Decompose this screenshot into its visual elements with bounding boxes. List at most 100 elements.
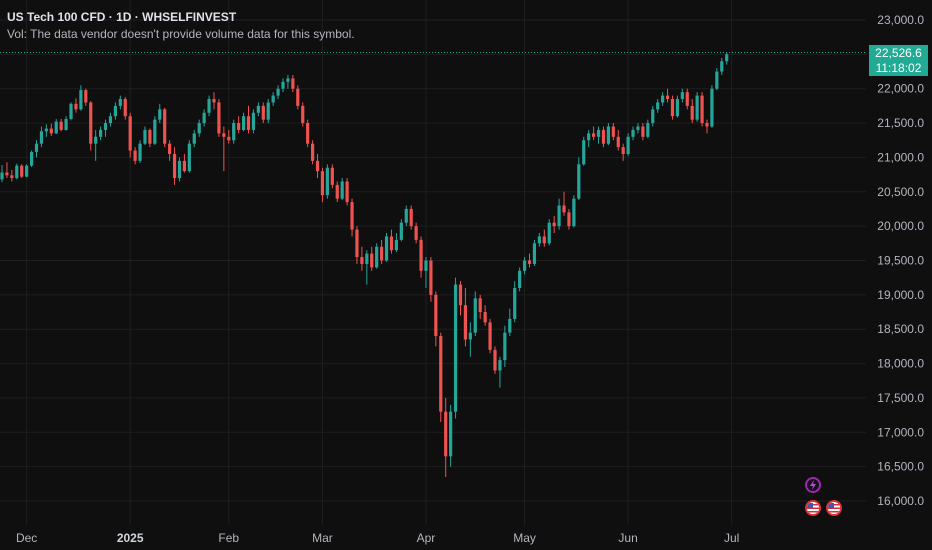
candle: [246, 105, 251, 134]
candle: [94, 129, 98, 161]
candle: [128, 112, 132, 158]
candle: [291, 74, 295, 93]
candle-body: [168, 143, 172, 154]
y-tick-label: 22,000.0: [877, 82, 924, 96]
candle: [315, 153, 320, 179]
us-flag-icon[interactable]: [826, 500, 842, 516]
candle-body: [700, 95, 704, 124]
candle-body: [656, 102, 660, 110]
candle: [725, 52, 729, 65]
price-axis[interactable]: 16,000.0 16,500.0 17,000.0 17,500.0 18,000.0…: [877, 13, 924, 508]
candle-body: [675, 99, 680, 117]
horizontal-gridlines: [0, 19, 866, 502]
candle-body: [266, 102, 270, 120]
candle: [64, 116, 68, 131]
candle: [582, 136, 586, 166]
candle: [197, 119, 201, 137]
candle-body: [715, 71, 719, 89]
candle: [89, 101, 93, 151]
candle-body: [518, 270, 522, 288]
candle: [557, 198, 561, 230]
candle-body: [246, 116, 251, 130]
candle: [468, 322, 472, 357]
candle-body: [444, 411, 448, 457]
candle: [345, 178, 349, 206]
candle: [513, 281, 517, 323]
candle-body: [375, 246, 379, 268]
candle-body: [84, 90, 88, 103]
time-axis[interactable]: Dec 2025 Feb Mar Apr May Jun Jul: [16, 531, 739, 545]
candle-body: [424, 260, 428, 271]
y-tick-label: 23,000.0: [877, 13, 924, 27]
candle: [10, 169, 14, 182]
y-tick-label: 18,000.0: [877, 357, 924, 371]
candle-body: [64, 118, 68, 130]
candle-body: [522, 260, 527, 271]
candle-body: [197, 123, 201, 134]
us-flag-icon[interactable]: [805, 500, 821, 516]
candle: [478, 294, 482, 319]
candle: [370, 246, 374, 271]
candle-body: [187, 143, 191, 172]
candle-body: [232, 123, 236, 141]
candle-body: [463, 305, 468, 340]
last-price-label: 22,526.6 11:18:02: [869, 44, 928, 76]
candle: [596, 126, 601, 144]
candle: [375, 243, 379, 269]
candle-body: [498, 360, 502, 371]
candle-body: [306, 123, 310, 144]
candle: [108, 112, 113, 127]
candle-body: [79, 90, 83, 110]
candle: [458, 281, 463, 316]
candle: [227, 129, 231, 144]
candle-body: [389, 236, 394, 251]
candle-body: [577, 164, 581, 199]
candle: [29, 150, 34, 168]
candle: [153, 116, 157, 146]
candle-body: [537, 236, 541, 244]
candle: [587, 129, 591, 148]
candle-body: [34, 143, 39, 152]
symbol-title[interactable]: US Tech 100 CFD · 1D · WHSELFINVEST: [7, 10, 237, 24]
candle-body: [453, 284, 458, 412]
x-tick-label: 2025: [117, 531, 144, 545]
candle-body: [399, 222, 403, 240]
candle: [0, 164, 4, 183]
candle: [251, 109, 256, 134]
candle: [508, 308, 512, 337]
candle-body: [631, 129, 635, 137]
candle-body: [271, 95, 275, 103]
candle: [118, 95, 122, 110]
candle: [222, 126, 226, 172]
candle: [631, 126, 635, 141]
last-price-value: 22,526.6: [875, 45, 922, 60]
candle-body: [54, 121, 58, 134]
candle: [380, 239, 384, 264]
candle-body: [419, 239, 423, 271]
candle: [69, 102, 73, 121]
candle-body: [567, 212, 571, 227]
candle: [434, 291, 438, 347]
candle-body: [384, 236, 389, 261]
candle-body: [508, 318, 512, 333]
lightning-icon[interactable]: [805, 477, 821, 493]
plot-background: [0, 0, 866, 525]
candle-body: [340, 181, 344, 199]
candle-body: [192, 133, 196, 144]
candle-body: [626, 136, 630, 154]
candle: [296, 85, 300, 110]
y-tick-label: 19,000.0: [877, 288, 924, 302]
candle-body: [557, 205, 561, 227]
candle: [715, 68, 719, 91]
candle-body: [621, 147, 625, 154]
candle: [700, 92, 704, 127]
candle-body: [483, 312, 487, 323]
candle: [444, 397, 448, 477]
candle-body: [182, 160, 187, 172]
candle: [518, 267, 522, 292]
candle-body: [646, 123, 650, 137]
candle-body: [163, 109, 167, 144]
candle: [409, 205, 413, 230]
candle-body: [118, 99, 122, 106]
